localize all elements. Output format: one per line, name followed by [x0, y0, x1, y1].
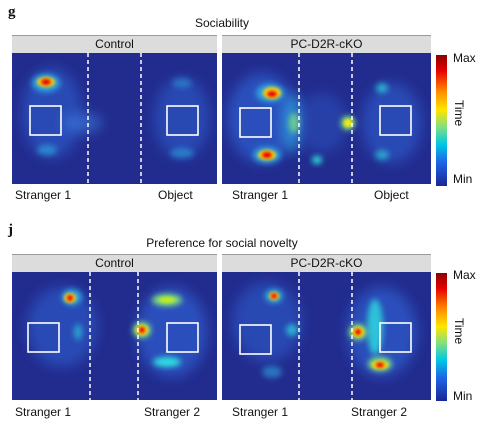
cage-left [239, 324, 272, 355]
heatmap-g-control [12, 53, 217, 184]
panel-letter-g: g [8, 4, 16, 20]
heatmap-g-cko [222, 53, 431, 184]
colorbar-j-axis: Time [452, 318, 466, 345]
colorbar-g-min: Min [453, 172, 473, 186]
panel-g-header-control: Control [12, 35, 217, 54]
heatmap-j-control [12, 272, 217, 400]
panel-j-title: Preference for social novelty [146, 236, 298, 250]
panel-j-header-cko: PC-D2R-cKO [222, 254, 431, 273]
cage-right [379, 105, 412, 136]
cage-right [379, 322, 412, 353]
colorbar-g-max: Max [453, 51, 476, 65]
colorbar-j-min: Min [453, 389, 473, 403]
label-j-cko-left: Stranger 1 [232, 405, 289, 419]
cage-left [29, 105, 62, 136]
label-g-control-right: Object [158, 188, 193, 202]
label-g-cko-left: Stranger 1 [232, 188, 289, 202]
label-j-control-right: Stranger 2 [144, 405, 201, 419]
activity-trace [232, 282, 417, 378]
colorbar-g [436, 55, 447, 186]
label-j-control-left: Stranger 1 [15, 405, 72, 419]
colorbar-j [436, 273, 447, 401]
cage-left [27, 322, 60, 353]
panel-letter-j: j [8, 222, 13, 238]
panel-g-header-cko: PC-D2R-cKO [222, 35, 431, 54]
label-j-cko-right: Stranger 2 [351, 405, 408, 419]
heatmap-j-cko [222, 272, 431, 400]
label-g-control-left: Stranger 1 [15, 188, 72, 202]
activity-trace [22, 68, 210, 158]
panel-g-title: Sociability [194, 16, 250, 30]
panel-j-header-control: Control [12, 254, 217, 273]
cage-right [166, 322, 199, 353]
activity-trace [27, 287, 207, 377]
colorbar-j-max: Max [453, 268, 476, 282]
colorbar-g-axis: Time [452, 100, 466, 127]
cage-left [239, 107, 272, 138]
cage-right [166, 105, 199, 136]
label-g-cko-right: Object [374, 188, 409, 202]
activity-trace [227, 73, 422, 164]
